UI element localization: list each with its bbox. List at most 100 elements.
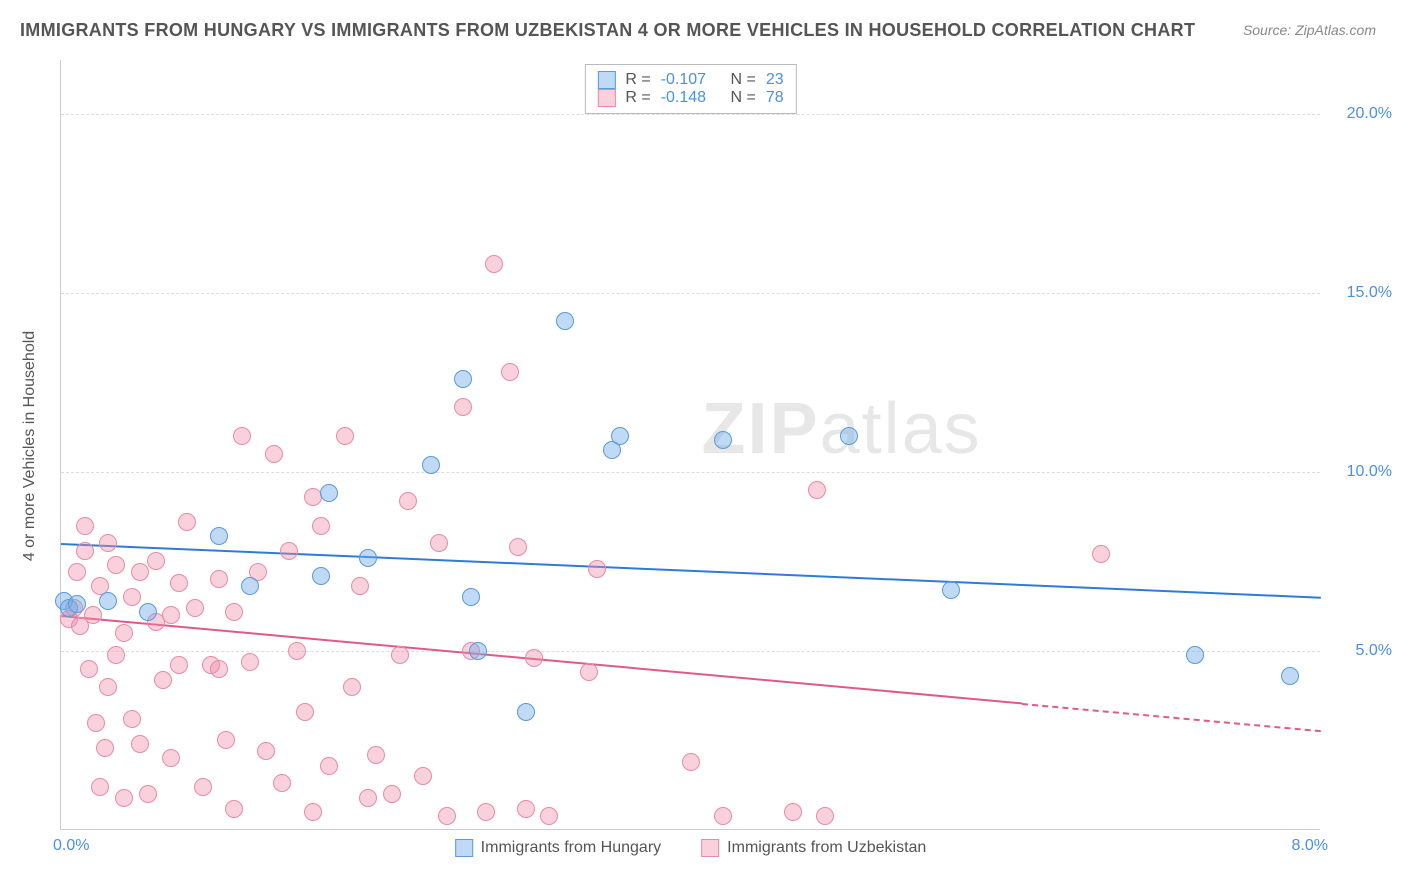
- legend-item-uzbekistan: Immigrants from Uzbekistan: [701, 839, 926, 857]
- scatter-point: [280, 542, 298, 560]
- scatter-point: [304, 803, 322, 821]
- scatter-point: [580, 663, 598, 681]
- series-legend: Immigrants from Hungary Immigrants from …: [455, 839, 927, 857]
- scatter-point: [131, 563, 149, 581]
- r-label: R =: [625, 89, 650, 107]
- scatter-point: [80, 660, 98, 678]
- scatter-point: [399, 492, 417, 510]
- scatter-point: [162, 749, 180, 767]
- scatter-point: [438, 807, 456, 825]
- scatter-point: [351, 577, 369, 595]
- scatter-point: [68, 563, 86, 581]
- scatter-point: [430, 534, 448, 552]
- scatter-point: [367, 746, 385, 764]
- swatch-hungary: [597, 71, 615, 89]
- legend-label-hungary: Immigrants from Hungary: [481, 839, 662, 857]
- n-label: N =: [731, 89, 756, 107]
- x-tick-left: 0.0%: [53, 837, 89, 855]
- scatter-point: [265, 445, 283, 463]
- scatter-point: [99, 534, 117, 552]
- scatter-point: [540, 807, 558, 825]
- scatter-point: [76, 517, 94, 535]
- scatter-point: [96, 739, 114, 757]
- swatch-uzbekistan-bottom: [701, 839, 719, 857]
- scatter-point: [115, 624, 133, 642]
- scatter-point: [312, 567, 330, 585]
- scatter-point: [336, 427, 354, 445]
- scatter-point: [84, 606, 102, 624]
- scatter-point: [714, 807, 732, 825]
- n-value-uzbekistan: 78: [766, 89, 784, 107]
- scatter-point: [147, 552, 165, 570]
- scatter-point: [816, 807, 834, 825]
- scatter-point: [296, 703, 314, 721]
- scatter-point: [611, 427, 629, 445]
- scatter-point: [808, 481, 826, 499]
- scatter-point: [454, 370, 472, 388]
- watermark-bold: ZIP: [702, 389, 820, 469]
- scatter-point: [233, 427, 251, 445]
- scatter-point: [682, 753, 700, 771]
- scatter-point: [525, 649, 543, 667]
- r-value-hungary: -0.107: [661, 71, 706, 89]
- scatter-point: [257, 742, 275, 760]
- scatter-point: [840, 427, 858, 445]
- scatter-point: [414, 767, 432, 785]
- scatter-point: [99, 592, 117, 610]
- scatter-point: [178, 513, 196, 531]
- scatter-point: [320, 757, 338, 775]
- scatter-point: [517, 703, 535, 721]
- scatter-point: [107, 646, 125, 664]
- scatter-point: [1281, 667, 1299, 685]
- y-tick-label: 10.0%: [1332, 463, 1392, 481]
- correlation-chart: IMMIGRANTS FROM HUNGARY VS IMMIGRANTS FR…: [0, 0, 1406, 892]
- chart-title: IMMIGRANTS FROM HUNGARY VS IMMIGRANTS FR…: [20, 20, 1195, 41]
- scatter-point: [194, 778, 212, 796]
- stats-row-uzbekistan: R = -0.148 N = 78: [597, 89, 783, 107]
- r-value-uzbekistan: -0.148: [661, 89, 706, 107]
- scatter-point: [68, 595, 86, 613]
- scatter-point: [139, 603, 157, 621]
- scatter-point: [210, 660, 228, 678]
- n-value-hungary: 23: [766, 71, 784, 89]
- x-tick-right: 8.0%: [1292, 837, 1328, 855]
- scatter-point: [1092, 545, 1110, 563]
- scatter-point: [501, 363, 519, 381]
- legend-item-hungary: Immigrants from Hungary: [455, 839, 662, 857]
- scatter-point: [454, 398, 472, 416]
- scatter-point: [87, 714, 105, 732]
- scatter-point: [469, 642, 487, 660]
- scatter-point: [170, 656, 188, 674]
- scatter-point: [217, 731, 235, 749]
- scatter-point: [76, 542, 94, 560]
- scatter-point: [1186, 646, 1204, 664]
- scatter-point: [154, 671, 172, 689]
- gridline: [61, 293, 1320, 294]
- scatter-point: [359, 549, 377, 567]
- y-axis-title: 4 or more Vehicles in Household: [21, 331, 39, 561]
- scatter-point: [273, 774, 291, 792]
- scatter-point: [225, 603, 243, 621]
- scatter-point: [99, 678, 117, 696]
- y-tick-label: 15.0%: [1332, 284, 1392, 302]
- scatter-point: [186, 599, 204, 617]
- scatter-point: [170, 574, 188, 592]
- scatter-point: [123, 588, 141, 606]
- gridline: [61, 472, 1320, 473]
- scatter-point: [131, 735, 149, 753]
- scatter-point: [485, 255, 503, 273]
- scatter-point: [556, 312, 574, 330]
- scatter-point: [422, 456, 440, 474]
- scatter-point: [312, 517, 330, 535]
- scatter-point: [210, 527, 228, 545]
- stats-row-hungary: R = -0.107 N = 23: [597, 71, 783, 89]
- y-tick-label: 20.0%: [1332, 105, 1392, 123]
- scatter-point: [241, 577, 259, 595]
- scatter-point: [288, 642, 306, 660]
- scatter-point: [462, 588, 480, 606]
- scatter-point: [383, 785, 401, 803]
- legend-label-uzbekistan: Immigrants from Uzbekistan: [727, 839, 926, 857]
- scatter-point: [115, 789, 133, 807]
- swatch-uzbekistan: [597, 89, 615, 107]
- y-tick-label: 5.0%: [1332, 642, 1392, 660]
